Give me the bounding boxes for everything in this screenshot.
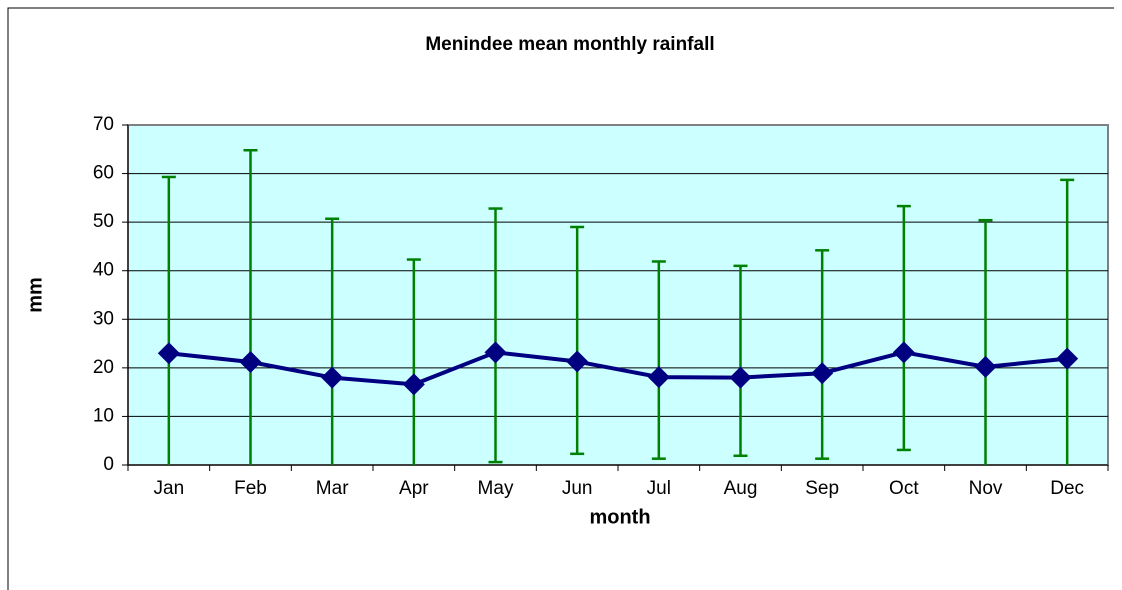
marker: [729, 366, 752, 389]
marker: [1056, 347, 1079, 370]
x-axis-title: month: [589, 506, 650, 528]
x-tick-label: Aug: [724, 478, 758, 499]
marker: [892, 341, 915, 364]
plot-area: [127, 124, 1109, 466]
series: [157, 341, 1079, 396]
y-tick-label: 60: [93, 163, 114, 184]
error-bar: [488, 207, 503, 464]
marker: [484, 341, 507, 364]
marker: [239, 351, 262, 374]
y-tick-label: 50: [93, 211, 114, 232]
marker: [566, 350, 589, 373]
error-bar: [733, 264, 748, 458]
error-bar: [815, 249, 830, 460]
marker: [321, 366, 344, 389]
error-bar: [570, 225, 585, 456]
error-bar: [651, 260, 666, 460]
y-tick-label: 30: [93, 308, 114, 329]
x-tick-label: Dec: [1050, 478, 1084, 499]
y-tick-label: 20: [93, 357, 114, 378]
x-tick-label: Sep: [805, 478, 839, 499]
x-tick-label: Jan: [154, 478, 185, 499]
y-axis-title: mm: [24, 277, 46, 313]
x-tick-label: Jul: [647, 478, 671, 499]
x-tick-label: Nov: [969, 478, 1003, 499]
series-line: [168, 350, 1068, 387]
x-tick-label: Jun: [562, 478, 593, 499]
y-tick-label: 0: [103, 454, 114, 475]
x-tick-label: Oct: [889, 478, 919, 499]
marker: [974, 355, 997, 378]
marker: [811, 362, 834, 385]
error-bar: [896, 204, 911, 452]
y-tick-label: 10: [93, 405, 114, 426]
y-tick-label: 70: [93, 114, 114, 135]
marker: [157, 342, 180, 365]
marker: [402, 373, 425, 396]
x-tick-label: Apr: [399, 478, 429, 499]
marker: [647, 366, 670, 389]
y-tick-label: 40: [93, 260, 114, 281]
x-tick-label: May: [478, 478, 514, 499]
x-tick-label: Mar: [316, 478, 349, 499]
chart-border: [7, 7, 1114, 590]
chart-title: Menindee mean monthly rainfall: [425, 34, 714, 55]
x-tick-label: Feb: [234, 478, 267, 499]
